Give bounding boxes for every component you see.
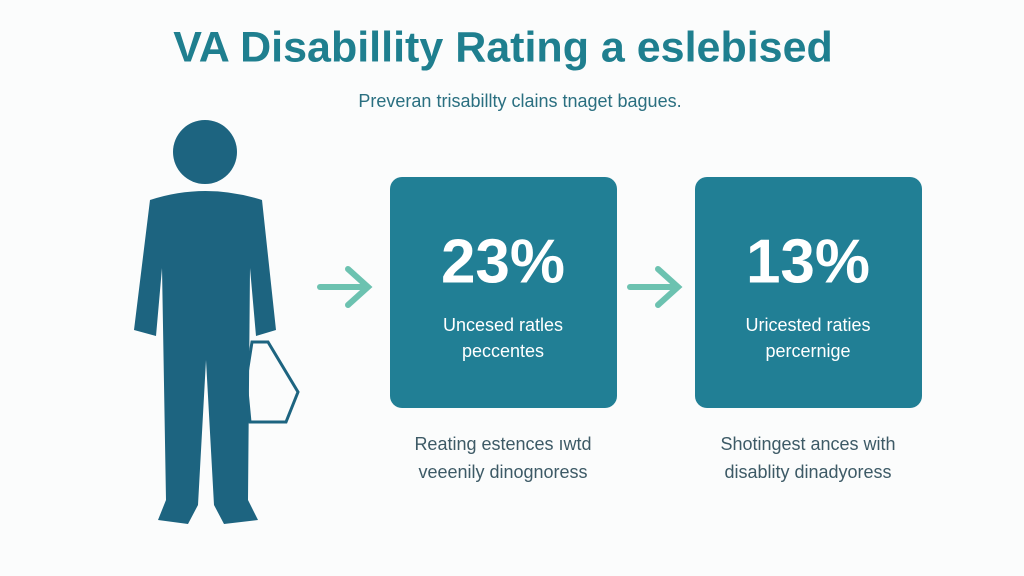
caption: Reating estences ıwtd bbox=[414, 434, 591, 454]
caption: disablity dinadyoress bbox=[724, 462, 891, 482]
stat-label: peccentes bbox=[462, 341, 544, 361]
stat-card bbox=[390, 177, 617, 408]
stat-card bbox=[695, 177, 922, 408]
stat-label: Uricested raties bbox=[745, 315, 870, 335]
stat-value: 23% bbox=[441, 227, 565, 296]
caption: veeenily dinognoress bbox=[418, 462, 587, 482]
stat-label: Uncesed ratles bbox=[443, 315, 563, 335]
stat-label: percernige bbox=[765, 341, 850, 361]
stat-value: 13% bbox=[746, 227, 870, 296]
arrow bbox=[317, 266, 373, 308]
subtitle: Preveran trisabillty clains tnaget bague… bbox=[358, 91, 681, 111]
title: VA Disabillity Rating a eslebised bbox=[173, 23, 833, 71]
caption: Shotingest ances with bbox=[720, 434, 895, 454]
bag-icon bbox=[244, 340, 300, 424]
arrow bbox=[627, 266, 683, 308]
person-figure bbox=[134, 120, 276, 524]
